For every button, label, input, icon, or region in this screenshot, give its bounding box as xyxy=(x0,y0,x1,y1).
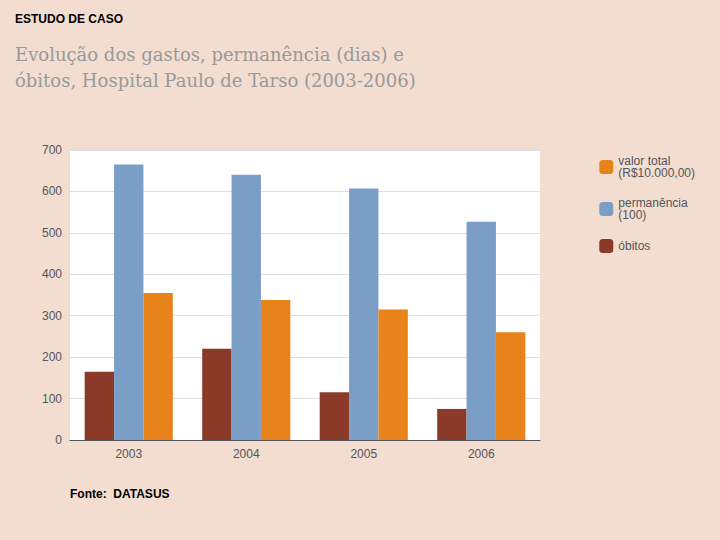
svg-text:600: 600 xyxy=(42,184,62,198)
svg-text:300: 300 xyxy=(42,309,62,323)
svg-text:2004: 2004 xyxy=(233,447,260,461)
svg-text:2006: 2006 xyxy=(468,447,495,461)
svg-text:700: 700 xyxy=(42,143,62,157)
svg-text:permanência: permanência xyxy=(618,196,688,210)
svg-text:ESTUDO DE CASO: ESTUDO DE CASO xyxy=(15,12,123,26)
svg-text:0: 0 xyxy=(55,433,62,447)
svg-text:óbitos, Hospital Paulo de Tars: óbitos, Hospital Paulo de Tarso (2003-20… xyxy=(15,70,416,91)
svg-text:Evolução dos gastos, permanênc: Evolução dos gastos, permanência (dias) … xyxy=(15,44,404,65)
svg-text:valor total: valor total xyxy=(618,154,671,168)
svg-text:2003: 2003 xyxy=(115,447,142,461)
svg-text:óbitos: óbitos xyxy=(618,239,650,253)
svg-text:(R$10.000,00): (R$10.000,00) xyxy=(618,166,695,180)
svg-text:100: 100 xyxy=(42,392,62,406)
svg-text:400: 400 xyxy=(42,267,62,281)
svg-text:500: 500 xyxy=(42,226,62,240)
svg-text:Fonte: DATASUS: Fonte: DATASUS xyxy=(70,487,170,501)
svg-text:(100): (100) xyxy=(618,208,646,222)
svg-text:2005: 2005 xyxy=(350,447,377,461)
svg-text:200: 200 xyxy=(42,350,62,364)
